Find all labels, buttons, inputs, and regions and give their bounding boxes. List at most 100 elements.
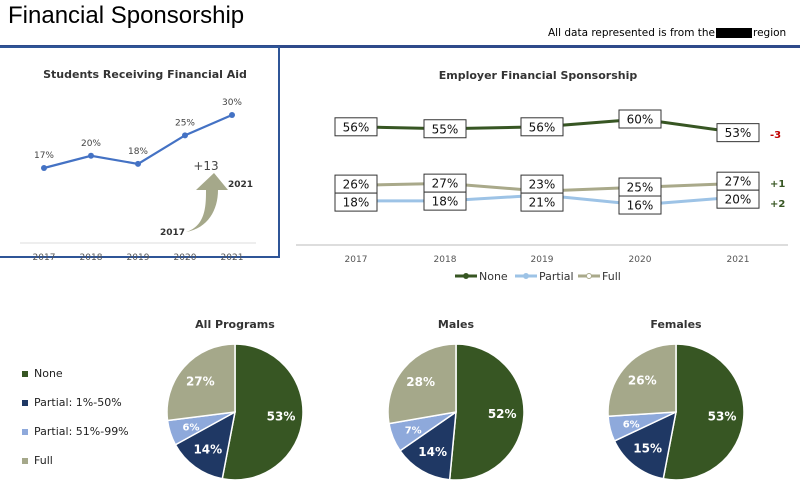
legend-label-full: Full	[602, 270, 621, 283]
x-tick-label: 2021	[727, 255, 750, 265]
partial-value-label-box	[716, 189, 760, 209]
full-value-label: 25%	[627, 181, 654, 195]
pie-slice	[662, 343, 745, 481]
increase-arrow-icon	[186, 173, 228, 232]
pie-slice	[607, 343, 677, 418]
annotation-from-year: 2017	[160, 228, 185, 238]
x-tick-label: 2018	[80, 253, 103, 263]
x-tick-label: 2017	[345, 255, 368, 265]
none-change: -3	[770, 130, 781, 141]
region-note: All data represented is from the region	[548, 27, 786, 39]
note-prefix: All data represented is from the	[548, 27, 715, 39]
x-tick-label: 2020	[174, 253, 197, 263]
x-tick-label: 2017	[33, 253, 56, 263]
aid-value-label: 30%	[222, 98, 242, 108]
legend-marker	[523, 273, 529, 279]
pie-legend-item: None	[22, 367, 63, 380]
none-value-label-box	[716, 123, 760, 143]
none-value-label: 55%	[432, 122, 459, 136]
none-value-label-box	[423, 119, 467, 139]
pie-value-label: 26%	[628, 373, 657, 387]
pie-value-label: 6%	[623, 419, 640, 430]
aid-point	[182, 132, 188, 139]
partial-value-label: 18%	[343, 196, 370, 210]
chart-title: Employer Financial Sponsorship	[439, 69, 638, 82]
pie-legend-item: Full	[22, 454, 53, 467]
pie-value-label: 14%	[418, 445, 447, 459]
partial-value-label: 21%	[529, 196, 556, 210]
aid-value-label: 18%	[128, 147, 148, 157]
partial-change: +2	[770, 199, 785, 210]
x-tick-label: 2021	[221, 253, 244, 263]
full-value-label: 23%	[529, 178, 556, 192]
x-tick-label: 2019	[531, 255, 554, 265]
pie-legend-item: Partial: 51%-99%	[22, 425, 129, 438]
pie-value-label: 7%	[405, 426, 422, 437]
pie-title: Males	[438, 318, 475, 331]
partial-value-label-box	[520, 192, 564, 212]
none-value-label: 60%	[627, 113, 654, 127]
pie-value-label: 53%	[267, 409, 296, 423]
pie-slice	[166, 343, 236, 422]
pie-value-label: 52%	[488, 407, 517, 421]
pie-title: All Programs	[195, 318, 275, 331]
pie-value-label: 27%	[186, 374, 215, 388]
aid-value-label: 17%	[34, 151, 54, 161]
pie-title: Females	[650, 318, 702, 331]
pie-legend-item: Partial: 1%-50%	[22, 396, 122, 409]
x-tick-label: 2019	[127, 253, 150, 263]
legend-label: None	[34, 367, 63, 380]
pie-value-label: 15%	[633, 442, 662, 456]
legend-marker	[463, 273, 469, 279]
pie-slice	[174, 410, 237, 480]
financial-aid-panel	[0, 46, 280, 258]
aid-point	[41, 165, 47, 171]
change-label: +13	[193, 159, 218, 173]
legend-marker	[586, 273, 592, 279]
partial-value-label: 18%	[432, 195, 459, 209]
partial-value-label: 20%	[725, 193, 752, 207]
legend-label: Partial: 51%-99%	[34, 425, 129, 438]
aid-point	[88, 152, 94, 159]
page-title: Financial Sponsorship	[8, 2, 245, 29]
annotation-to-year: 2021	[228, 180, 253, 190]
aid-point	[229, 111, 235, 118]
none-value-label-box	[334, 117, 378, 137]
pie-value-label: 6%	[183, 422, 200, 433]
full-value-label: 27%	[725, 175, 752, 189]
partial-value-label: 16%	[627, 199, 654, 213]
none-value-label: 53%	[725, 126, 752, 140]
pie-value-label: 28%	[406, 375, 435, 389]
header-divider	[0, 45, 800, 48]
legend-label-partial: Partial	[539, 270, 574, 283]
none-value-label: 56%	[529, 120, 556, 134]
legend-swatch	[22, 428, 28, 435]
pie-slice	[387, 343, 457, 425]
pie-slice	[448, 343, 525, 481]
aid-value-label: 25%	[175, 118, 195, 128]
full-value-label: 26%	[343, 178, 370, 192]
none-value-label-box	[618, 109, 662, 129]
pie-slice	[399, 410, 457, 481]
none-value-label-box	[520, 117, 564, 137]
chart-title: Students Receiving Financial Aid	[43, 68, 247, 81]
partial-value-label-box	[423, 191, 467, 211]
aid-point	[135, 160, 141, 167]
full-value-label: 27%	[432, 177, 459, 191]
partial-value-label-box	[618, 195, 662, 215]
x-tick-label: 2020	[629, 255, 652, 265]
aid-value-label: 20%	[81, 139, 101, 149]
note-suffix: region	[753, 27, 787, 39]
redacted-region	[716, 28, 752, 38]
pie-value-label: 14%	[193, 442, 222, 456]
full-change: +1	[770, 179, 785, 190]
legend-label-none: None	[479, 270, 508, 283]
pie-slice	[613, 410, 678, 480]
pie-slice	[221, 343, 304, 481]
x-tick-label: 2018	[434, 255, 457, 265]
legend-swatch	[22, 399, 28, 406]
legend-swatch	[22, 457, 28, 464]
partial-value-label-box	[334, 192, 378, 212]
legend-swatch	[22, 370, 28, 377]
